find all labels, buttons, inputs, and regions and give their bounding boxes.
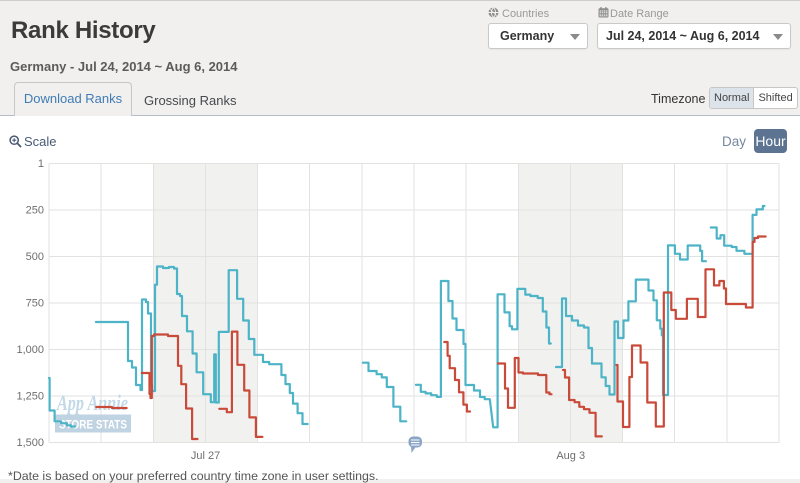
svg-text:1,500: 1,500 xyxy=(16,437,44,449)
svg-text:STORE STATS: STORE STATS xyxy=(59,418,127,432)
svg-text:500: 500 xyxy=(26,251,44,263)
svg-text:1: 1 xyxy=(38,158,44,170)
svg-text:750: 750 xyxy=(26,298,44,310)
svg-text:Aug 3: Aug 3 xyxy=(556,450,585,462)
svg-text:1,250: 1,250 xyxy=(16,391,44,403)
svg-text:Jul 27: Jul 27 xyxy=(191,450,220,462)
svg-text:1,000: 1,000 xyxy=(16,344,44,356)
svg-text:250: 250 xyxy=(26,205,44,217)
svg-text:App Annie: App Annie xyxy=(56,390,129,415)
